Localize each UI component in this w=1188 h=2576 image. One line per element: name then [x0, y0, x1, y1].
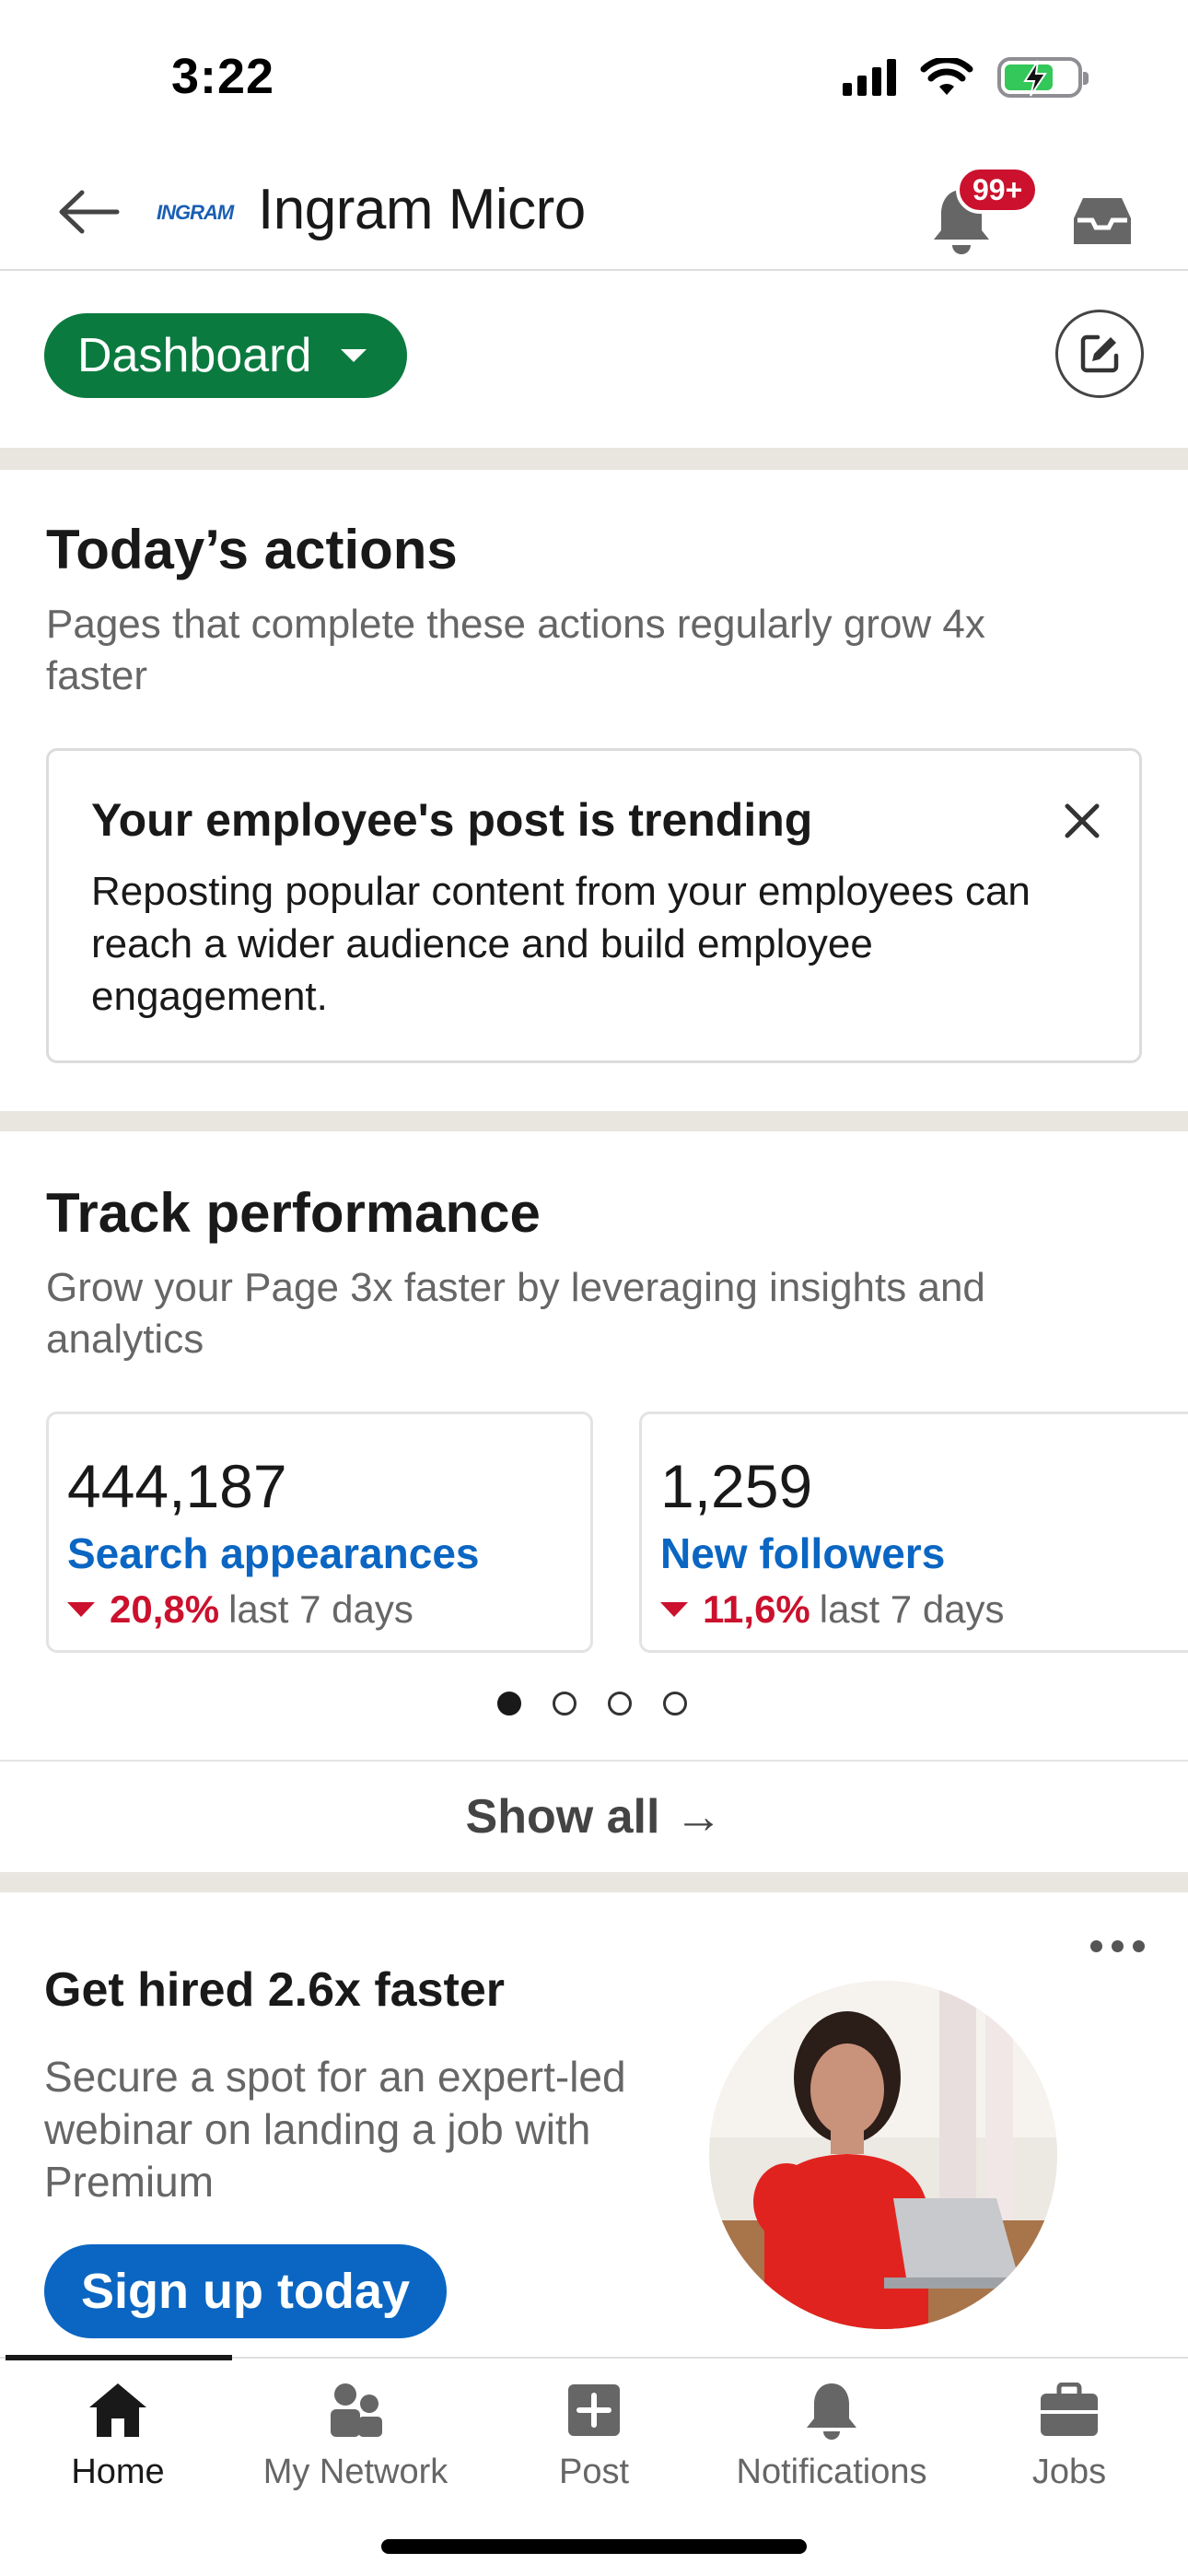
pagination-dot[interactable] — [553, 1692, 577, 1715]
promo-title: Get hired 2.6x faster — [44, 1963, 505, 2017]
action-card[interactable]: Your employee's post is trending Reposti… — [46, 748, 1142, 1063]
todays-actions-subtitle: Pages that complete these actions regula… — [46, 602, 985, 698]
pagination-dot[interactable] — [608, 1692, 632, 1715]
status-time: 3:22 — [171, 49, 275, 104]
page-header: INGRAM Ingram Micro 99+ — [0, 157, 1188, 271]
nav-home[interactable]: Home — [7, 2377, 228, 2497]
company-logo: INGRAM — [157, 201, 234, 224]
section-divider — [0, 1872, 1188, 1892]
metric-label: Search appearances — [67, 1529, 480, 1577]
edit-icon — [1080, 334, 1119, 373]
home-indicator — [381, 2539, 807, 2554]
chevron-down-icon — [341, 349, 367, 362]
back-arrow-icon — [59, 190, 120, 234]
notification-count-badge: 99+ — [956, 166, 1040, 214]
network-icon — [322, 2377, 389, 2443]
notifications-icon — [798, 2377, 865, 2443]
inbox-icon — [1074, 198, 1131, 244]
promo-body: Secure a spot for an expert-led webinar … — [44, 2053, 626, 2206]
track-performance-title: Track performance — [46, 1182, 541, 1244]
arrow-right-icon: → — [674, 1790, 723, 1844]
nav-label: Post — [558, 2453, 630, 2491]
status-bar: 3:22 — [0, 0, 1188, 157]
active-tab-indicator — [6, 2355, 232, 2360]
show-all-label: Show all — [465, 1790, 660, 1844]
nav-label: Notifications — [736, 2453, 927, 2491]
action-card-body: Reposting popular content from your empl… — [91, 869, 1031, 1019]
inbox-button[interactable] — [1061, 181, 1144, 263]
metric-value: 1,259 — [660, 1452, 813, 1520]
nav-post[interactable]: Post — [483, 2377, 705, 2497]
section-divider — [0, 448, 1188, 470]
show-all-button[interactable]: Show all → — [0, 1760, 1188, 1872]
action-card-title: Your employee's post is trending — [91, 794, 813, 846]
nav-label: Home — [71, 2453, 165, 2491]
post-icon — [561, 2377, 627, 2443]
nav-label: Jobs — [1031, 2453, 1107, 2491]
dashboard-row: Dashboard — [0, 273, 1188, 448]
section-divider — [0, 1111, 1188, 1131]
metric-change-percent: 11,6% — [703, 1587, 810, 1631]
nav-notifications[interactable]: Notifications — [721, 2377, 942, 2497]
home-icon — [85, 2377, 151, 2443]
back-button[interactable] — [52, 175, 125, 249]
promo-photo — [709, 1981, 1057, 2329]
dashboard-dropdown[interactable]: Dashboard — [44, 313, 408, 398]
dashboard-label: Dashboard — [77, 329, 312, 382]
battery-charging-icon — [997, 57, 1089, 98]
metric-period: last 7 days — [228, 1587, 413, 1631]
metric-label: New followers — [660, 1529, 946, 1577]
carousel-pagination — [497, 1692, 687, 1715]
nav-jobs[interactable]: Jobs — [959, 2377, 1180, 2497]
metric-period: last 7 days — [819, 1587, 1005, 1631]
jobs-icon — [1036, 2377, 1102, 2443]
wifi-icon — [920, 58, 973, 95]
more-options-button[interactable] — [1090, 1940, 1145, 1952]
pagination-dot[interactable] — [497, 1692, 521, 1715]
status-icons — [843, 57, 1089, 98]
nav-my-network[interactable]: My Network — [245, 2377, 466, 2497]
edit-page-button[interactable] — [1055, 310, 1144, 398]
trend-down-icon — [660, 1602, 688, 1617]
metric-value: 444,187 — [67, 1452, 287, 1520]
metric-card-search-appearances[interactable]: 444,187 Search appearances 20,8% last 7 … — [46, 1411, 593, 1653]
trend-down-icon — [67, 1602, 95, 1617]
todays-actions-title: Today’s actions — [46, 519, 458, 580]
sign-up-button[interactable]: Sign up today — [44, 2244, 447, 2338]
track-performance-subtitle: Grow your Page 3x faster by leveraging i… — [46, 1265, 985, 1362]
bottom-navigation: Home My Network Post Notifications Jobs — [0, 2355, 1188, 2576]
nav-label: My Network — [262, 2453, 448, 2491]
company-name: Ingram Micro — [258, 178, 586, 241]
dismiss-action-button[interactable] — [1053, 791, 1112, 850]
pagination-dot[interactable] — [663, 1692, 687, 1715]
metric-change-percent: 20,8% — [110, 1587, 220, 1631]
metric-change: 20,8% last 7 days — [67, 1587, 413, 1632]
close-icon — [1065, 803, 1100, 838]
cellular-signal-icon — [843, 59, 896, 96]
metric-change: 11,6% last 7 days — [660, 1587, 1005, 1632]
metric-card-new-followers[interactable]: 1,259 New followers 11,6% last 7 days — [639, 1411, 1188, 1653]
